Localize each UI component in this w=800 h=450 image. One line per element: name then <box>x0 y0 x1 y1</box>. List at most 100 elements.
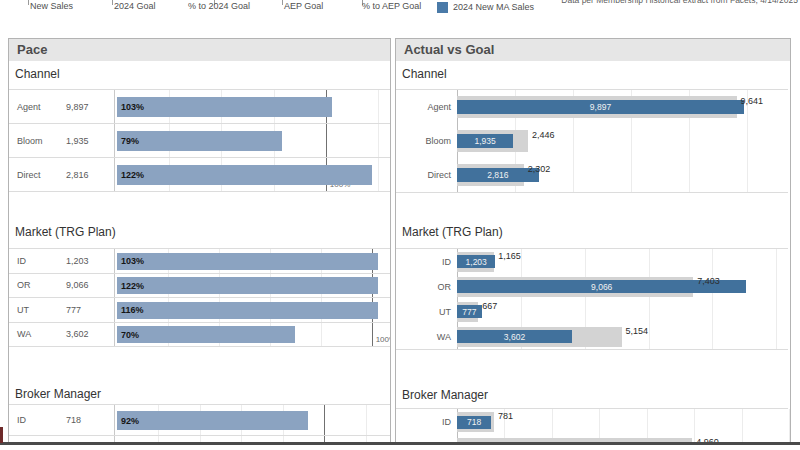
param-label: 2024 Goal <box>114 1 156 11</box>
pace-bar[interactable]: 103% <box>117 97 332 117</box>
param-tick-icon <box>112 0 113 5</box>
value-label: 777 <box>66 305 81 315</box>
value-label: 3,602 <box>66 329 89 339</box>
actual-bar[interactable]: 1,935 <box>457 134 513 148</box>
value-label: 2,816 <box>66 170 89 180</box>
category-label: OR <box>396 282 451 292</box>
pace-bar[interactable]: 116% <box>117 302 378 319</box>
goal-value-label: 1,165 <box>498 251 521 261</box>
actual-vs-goal-chart: ID718781OR5,9184,960 <box>396 408 788 443</box>
goal-value-label: 667 <box>482 301 497 311</box>
section-title: Market (TRG Plan) <box>15 225 116 239</box>
legend-swatch-icon <box>437 2 448 13</box>
goal-value-label: 2,302 <box>528 164 551 174</box>
category-label: OR <box>17 280 31 290</box>
pace-bar[interactable]: 92% <box>117 411 308 430</box>
goal-value-label: 9,641 <box>741 96 764 106</box>
actual-value-label: 777 <box>462 307 476 317</box>
data-source-note: Data per Membership Historical extract f… <box>561 0 798 5</box>
value-label: 9,066 <box>66 280 89 290</box>
pct-label: 122% <box>121 170 144 180</box>
section-title: Channel <box>402 67 447 81</box>
value-label: 718 <box>66 415 81 425</box>
pace-bar[interactable]: 103% <box>117 253 378 270</box>
category-label: Direct <box>396 170 451 180</box>
actual-bar[interactable]: 2,816 <box>457 168 539 182</box>
bar-zone: 92% <box>117 405 378 435</box>
bar-zone: 777 667 <box>457 299 789 324</box>
chart-row: Bloom1,9352,446 <box>396 124 788 158</box>
gridline <box>789 409 790 443</box>
actual-bar[interactable]: 1,203 <box>457 255 495 268</box>
pace-table: 100%ID1,203103%OR9,066122%UT777116%WA3,6… <box>9 248 390 347</box>
actual-value-label: 1,203 <box>466 257 487 267</box>
bar-zone: 122% <box>117 274 378 298</box>
actual-bar[interactable]: 9,897 <box>457 100 744 114</box>
category-label: Agent <box>17 102 41 112</box>
pace-bar[interactable]: 122% <box>117 277 378 294</box>
param-label: % to AEP Goal <box>362 1 421 11</box>
category-label: ID <box>17 256 26 266</box>
param-tick-icon <box>282 0 283 5</box>
bar-zone: 70% <box>117 323 378 347</box>
goal-value-label: 5,154 <box>626 326 649 336</box>
section-title: Channel <box>15 67 60 81</box>
category-label: ID <box>396 417 451 427</box>
pct-label: 92% <box>121 416 139 426</box>
category-label: UT <box>17 305 29 315</box>
bar-zone: 122% <box>117 158 378 191</box>
actual-vs-goal-chart: ID 1,203 1,165 OR 9,0667,403 UT 777 667 WA 3,602 5… <box>396 248 788 350</box>
bar-zone: 116% <box>117 298 378 322</box>
pace-bar[interactable]: 70% <box>117 326 295 343</box>
bottom-divider <box>0 442 800 445</box>
pct-label: 103% <box>121 102 144 112</box>
param-label: % to 2024 Goal <box>188 1 250 11</box>
actual-value-label: 1,935 <box>474 136 495 146</box>
category-label: Bloom <box>17 136 43 146</box>
bar-zone: 718 781 <box>457 409 789 435</box>
bar-zone: 1,203 1,165 <box>457 249 789 274</box>
chart-row: ID 718 781 <box>396 409 788 435</box>
actual-value-label: 9,897 <box>590 102 611 112</box>
chart-row: UT 777 667 <box>396 299 788 324</box>
value-label: 1,935 <box>66 136 89 146</box>
bar-zone: 9,897 9,641 <box>457 90 789 124</box>
legend-label: 2024 New MA Sales <box>453 2 534 12</box>
chart-row: UT 777 116% <box>9 298 390 323</box>
chart-row: Bloom 1,935 79% <box>9 124 390 158</box>
section-title: Broker Manager <box>402 388 488 402</box>
chart-row: OR 9,066 122% <box>9 274 390 299</box>
actual-vs-goal-chart: Agent9,8979,641Bloom1,9352,446Direct2,81… <box>396 89 788 193</box>
chart-row: WA 3,602 70% <box>9 323 390 348</box>
panel-title-pace: Pace <box>9 39 390 61</box>
dashboard: New Sales 2024 Goal % to 2024 Goal AEP G… <box>0 0 800 450</box>
pct-label: 70% <box>121 330 139 340</box>
category-label: WA <box>17 329 31 339</box>
category-label: WA <box>396 332 451 342</box>
actual-bar[interactable]: 777 <box>457 305 482 318</box>
pct-label: 103% <box>121 256 144 266</box>
category-label: ID <box>396 257 451 267</box>
actual-vs-goal-panel: Actual vs Goal ChannelAgent9,8979,641Blo… <box>395 38 791 443</box>
chart-row: ID71892% <box>9 405 390 436</box>
pace-bar[interactable]: 79% <box>117 131 282 151</box>
category-label: UT <box>396 307 451 317</box>
actual-value-label: 9,066 <box>591 282 612 292</box>
pace-table: 100%Agent9,897103%Bloom1,93579%Direct2,8… <box>9 89 390 192</box>
param-label: AEP Goal <box>284 1 323 11</box>
pct-label: 116% <box>121 305 144 315</box>
bar-zone: 103% <box>117 90 378 123</box>
bar-zone: 2,8162,302 <box>457 158 789 192</box>
bar-zone: 9,0667,403 <box>457 274 789 299</box>
chart-row: WA 3,602 5,154 <box>396 324 788 349</box>
pace-bar[interactable]: 122% <box>117 165 372 185</box>
category-label: Bloom <box>396 136 451 146</box>
actual-bar[interactable]: 718 <box>457 416 491 429</box>
actual-bar[interactable]: 3,602 <box>457 330 572 343</box>
goal-value-label: 781 <box>498 411 513 421</box>
chart-row: ID1,203103% <box>9 249 390 274</box>
param-tick-icon <box>28 0 29 5</box>
chart-row: Direct 2,8162,302 <box>396 158 788 192</box>
panel-title-actual-vs-goal: Actual vs Goal <box>396 39 790 61</box>
bar-zone: 3,602 5,154 <box>457 324 789 349</box>
